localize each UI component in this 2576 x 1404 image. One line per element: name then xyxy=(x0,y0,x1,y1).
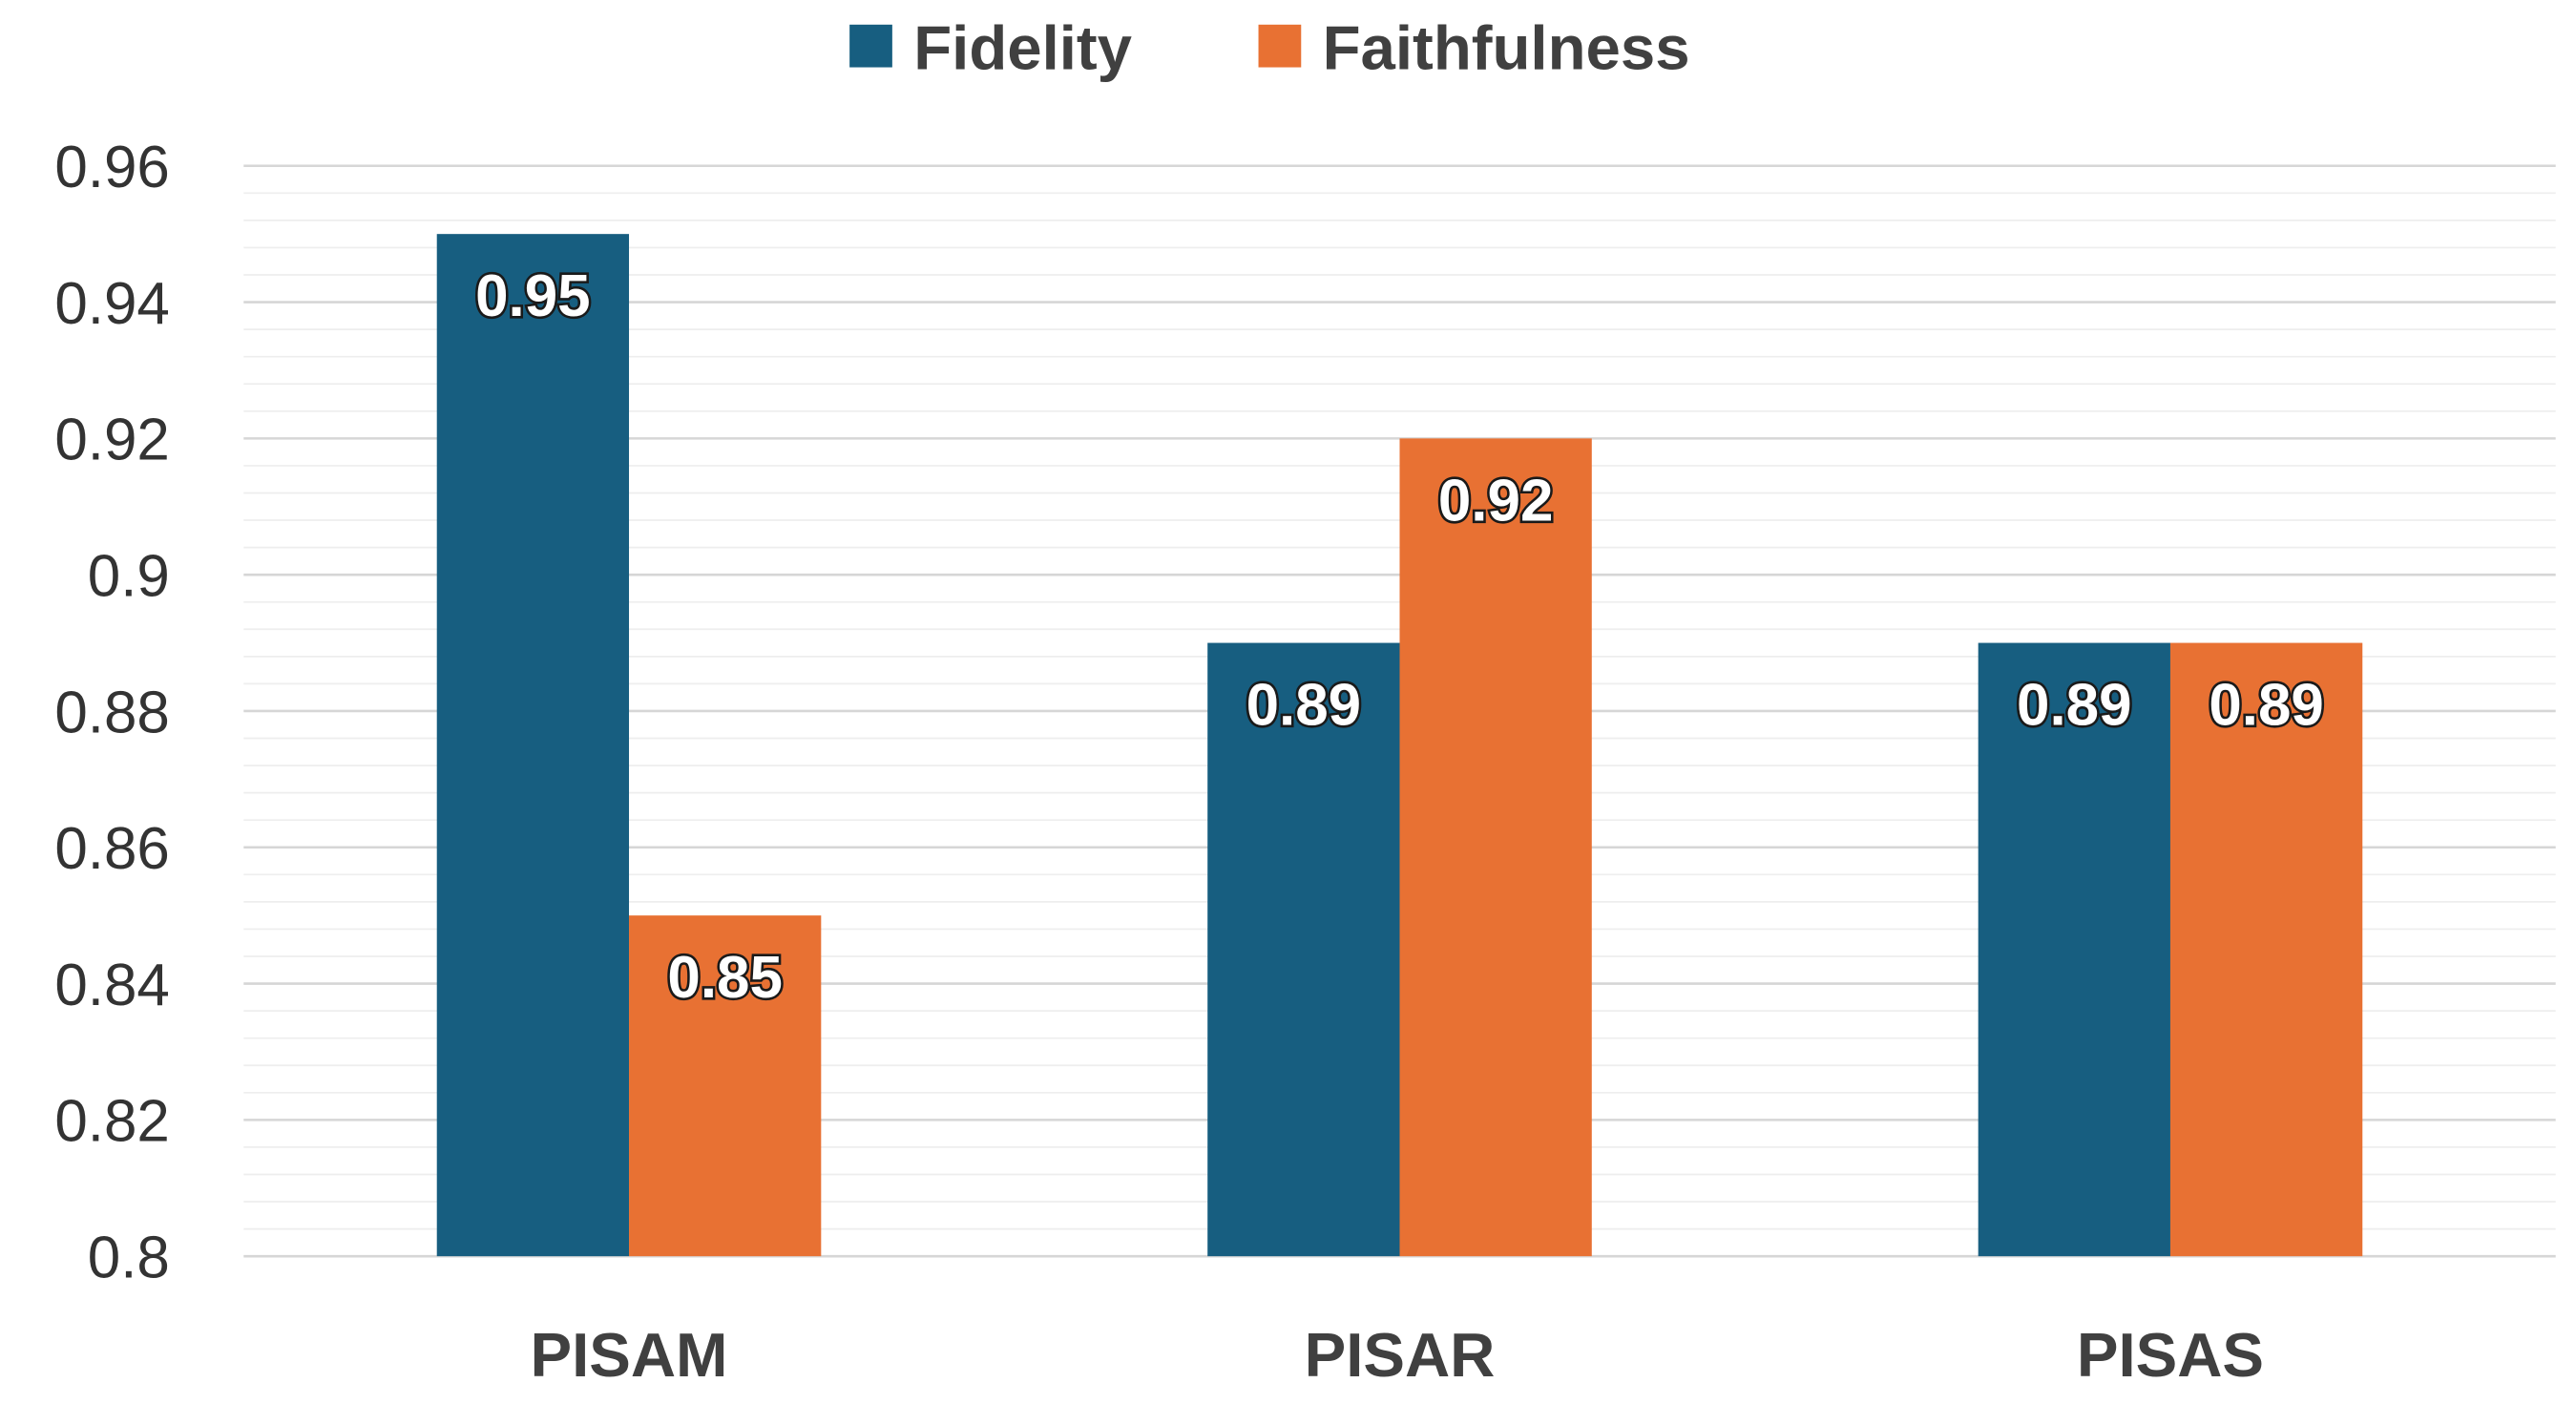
x-axis-labels: PISAM PISAR PISAS xyxy=(531,1320,2265,1390)
y-tick-label: 0.92 xyxy=(54,408,170,473)
y-tick-label: 0.9 xyxy=(88,544,170,610)
y-tick-label: 0.86 xyxy=(54,816,170,882)
data-label: 0.89 xyxy=(2209,673,2324,739)
legend: Fidelity Faithfulness xyxy=(849,12,1690,82)
data-label: 0.95 xyxy=(475,263,591,329)
bar-fidelity-pisar xyxy=(1207,642,1400,1257)
bar-faithfulness-pisar xyxy=(1399,438,1592,1257)
y-tick-label: 0.82 xyxy=(54,1089,170,1155)
y-tick-label: 0.8 xyxy=(88,1226,170,1291)
legend-swatch-fidelity xyxy=(849,24,892,68)
y-tick-label: 0.94 xyxy=(54,271,170,337)
data-label: 0.85 xyxy=(667,945,783,1011)
y-axis-ticks: 0.8 0.82 0.84 0.86 0.88 0.9 0.92 0.94 0.96 xyxy=(54,135,170,1290)
bar-fidelity-pisas xyxy=(1978,642,2170,1257)
y-tick-label: 0.96 xyxy=(54,135,170,200)
bars: 0.95 0.85 0.89 0.92 0.89 0.89 xyxy=(436,234,2363,1257)
data-label: 0.89 xyxy=(2017,673,2132,739)
legend-swatch-faithfulness xyxy=(1258,24,1302,68)
y-tick-label: 0.88 xyxy=(54,680,170,745)
bar-faithfulness-pisam xyxy=(629,915,822,1257)
x-tick-label: PISAM xyxy=(531,1320,728,1390)
data-label: 0.92 xyxy=(1438,468,1554,534)
x-tick-label: PISAR xyxy=(1305,1320,1496,1390)
legend-label-faithfulness: Faithfulness xyxy=(1323,12,1690,82)
bar-fidelity-pisam xyxy=(436,234,630,1257)
y-tick-label: 0.84 xyxy=(54,953,170,1018)
data-label: 0.89 xyxy=(1246,673,1362,739)
x-tick-label: PISAS xyxy=(2077,1320,2264,1390)
bar-faithfulness-pisas xyxy=(2169,642,2363,1257)
legend-label-fidelity: Fidelity xyxy=(913,12,1132,82)
